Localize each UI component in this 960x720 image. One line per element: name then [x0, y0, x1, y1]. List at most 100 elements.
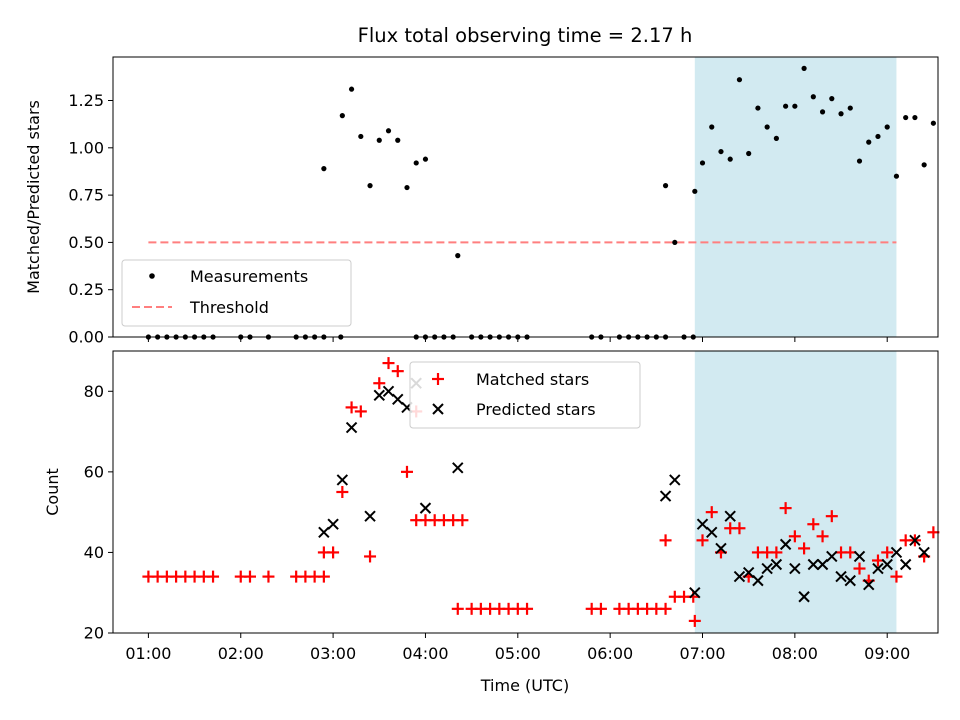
- measurement-point: [736, 77, 743, 83]
- legend-matched-marker: [432, 373, 444, 385]
- bottom-legend-box: [409, 361, 641, 429]
- matched-point: [391, 365, 404, 378]
- legend-label-measurements: Measurements: [190, 267, 308, 286]
- predicted-point-b: [669, 474, 681, 486]
- matched-point: [373, 377, 386, 390]
- predicted-point: [863, 578, 875, 591]
- predicted-point-b: [807, 558, 820, 571]
- predicted-point: [890, 546, 903, 559]
- chart-title: Flux total observing time = 2.17 h: [358, 24, 693, 47]
- measurement-point: [395, 137, 401, 143]
- matched-point: [733, 522, 746, 535]
- predicted-point-b: [770, 558, 783, 571]
- measurement-point: [819, 109, 826, 115]
- bottom-ytick-label: 60: [84, 462, 104, 481]
- bottom-ytick-label: 20: [84, 624, 104, 643]
- bottom-ytick-label: 80: [84, 382, 104, 401]
- predicted-point-b: [844, 574, 856, 587]
- measurement-point: [884, 124, 890, 130]
- predicted-point-b: [392, 393, 404, 406]
- bottom-xtick-label: 09:00: [864, 644, 910, 663]
- matched-point: [594, 602, 607, 615]
- measurement-point: [348, 86, 355, 92]
- matched-point: [659, 602, 672, 615]
- predicted-point: [742, 566, 755, 579]
- bottom-xtick-label: 04:00: [402, 644, 448, 663]
- matched-point: [345, 401, 358, 414]
- top-ylabel: Matched/Predicted stars: [24, 100, 43, 294]
- predicted-point: [373, 389, 385, 402]
- measurement-point: [903, 114, 909, 121]
- matched-point: [364, 550, 377, 563]
- predicted-point-b: [853, 550, 866, 563]
- predicted-point-b: [863, 578, 875, 591]
- predicted-point-b: [715, 542, 727, 555]
- matched-point: [779, 502, 792, 515]
- predicted-point-b: [881, 558, 893, 571]
- measurement-point: [727, 156, 733, 162]
- predicted-point: [779, 538, 792, 551]
- matched-point: [521, 602, 534, 615]
- predicted-point-b: [373, 389, 385, 402]
- predicted-point: [798, 591, 810, 603]
- measurement-point: [810, 94, 816, 100]
- predicted-point-b: [659, 490, 672, 502]
- predicted-point: [715, 542, 727, 555]
- matched-point: [688, 614, 701, 627]
- top-ytick-label: 0.75: [68, 186, 104, 205]
- measurement-point: [866, 139, 872, 145]
- predicted-point-b: [724, 510, 736, 522]
- matched-point: [881, 546, 894, 559]
- predicted-point-b: [826, 550, 838, 563]
- matched-point: [659, 534, 672, 547]
- predicted-point: [659, 490, 672, 502]
- bottom-frame: [112, 350, 939, 634]
- measurement-point: [662, 183, 669, 189]
- predicted-point: [392, 393, 404, 406]
- measurement-point: [699, 160, 706, 166]
- bottom-xtick-label: 03:00: [310, 644, 356, 663]
- bottom-ylabel: Count: [43, 468, 62, 516]
- measurement-point: [404, 184, 410, 191]
- matched-point: [243, 570, 256, 583]
- predicted-point: [327, 518, 339, 530]
- predicted-point: [872, 562, 884, 575]
- predicted-point-b: [742, 566, 755, 579]
- predicted-point-b: [761, 562, 773, 575]
- predicted-point: [789, 562, 801, 575]
- bottom-axes: 20 40 60 80 01:00 02:00 03:00 04:00 05:00 06:00 07…: [84, 382, 911, 663]
- predicted-point-b: [696, 518, 709, 530]
- measurement-point: [413, 160, 419, 166]
- bottom-xtick-label: 06:00: [587, 644, 633, 663]
- top-panel: 0.00 0.25 0.50 0.75 1.00 1.25 Matched/Predict…: [24, 56, 939, 347]
- bottom-panel: 20 40 60 80 01:00 02:00 03:00 04:00 05:00 06:00 07…: [43, 350, 940, 695]
- measurement-point: [838, 111, 844, 117]
- measurement-point: [367, 183, 373, 189]
- legend-label-matched: Matched stars: [476, 370, 589, 389]
- measurement-point: [321, 166, 327, 172]
- predicted-point: [881, 558, 893, 571]
- top-ytick-label: 1.25: [68, 91, 104, 110]
- predicted-point-b: [419, 502, 432, 514]
- bottom-xtick-label: 08:00: [772, 644, 818, 663]
- measurement-point: [912, 114, 918, 121]
- bottom-highlight-span: [694, 351, 897, 633]
- predicted-point: [826, 550, 838, 563]
- measurement-point: [773, 135, 779, 141]
- predicted-point: [733, 570, 746, 583]
- predicted-point-b: [872, 562, 884, 575]
- predicted-point-b: [345, 421, 358, 434]
- top-frame: [112, 56, 939, 338]
- measurement-point: [385, 128, 392, 134]
- matched-point: [687, 590, 700, 603]
- predicted-point-b: [364, 510, 376, 522]
- matched-point: [327, 546, 340, 559]
- top-ytick-label: 0.50: [68, 233, 104, 252]
- predicted-point-b: [336, 474, 349, 486]
- predicted-point: [918, 546, 930, 559]
- matched-point: [400, 465, 413, 478]
- matched-point: [456, 514, 469, 527]
- predicted-point-b: [899, 558, 912, 571]
- predicted-point-b: [689, 587, 701, 599]
- predicted-point-b: [909, 534, 921, 547]
